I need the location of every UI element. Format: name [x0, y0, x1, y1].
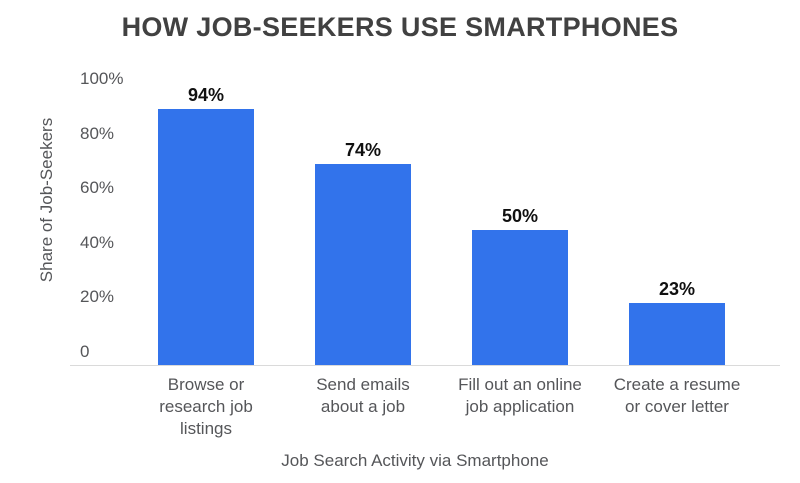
x-axis-line [70, 365, 780, 366]
category-label-line: research job [159, 397, 253, 416]
bar-value-label-1: 94% [187, 85, 225, 106]
y-tick-label-0: 0 [80, 342, 90, 361]
bar-4 [629, 303, 725, 365]
category-label-line: about a job [320, 397, 406, 416]
category-label-line: Browse or [167, 375, 245, 394]
y-tick-label-60: 60% [80, 178, 115, 198]
category-label-line: Send emails [316, 375, 410, 394]
category-label-1: Browse or research job listings [124, 374, 288, 440]
category-label-line: listings [180, 419, 232, 438]
bar-value-label-4: 23% [658, 279, 696, 300]
x-axis-title: Job Search Activity via Smartphone [281, 451, 549, 470]
bar-2 [315, 163, 411, 365]
category-label-line: Create a resume [613, 375, 741, 394]
y-tick-label-80: 80% [80, 123, 115, 143]
bar-3 [472, 229, 568, 365]
category-label-line: or cover letter [625, 397, 729, 416]
y-tick-label-100: 100% [80, 69, 124, 88]
category-label-2: Send emails about a job [281, 374, 445, 418]
category-label-3: Fill out an online job application [438, 374, 602, 418]
category-label-line: job application [465, 397, 575, 416]
y-tick-label-40: 40% [80, 232, 115, 252]
category-label-line: Fill out an online [458, 375, 582, 394]
bar-value-label-2: 74% [344, 139, 382, 160]
bar-1 [158, 109, 254, 365]
y-tick-label-20: 20% [80, 287, 115, 307]
bar-value-label-3: 50% [501, 205, 539, 226]
category-label-4: Create a resume or cover letter [595, 374, 759, 418]
chart-title: HOW JOB-SEEKERS USE SMARTPHONES [121, 12, 679, 42]
